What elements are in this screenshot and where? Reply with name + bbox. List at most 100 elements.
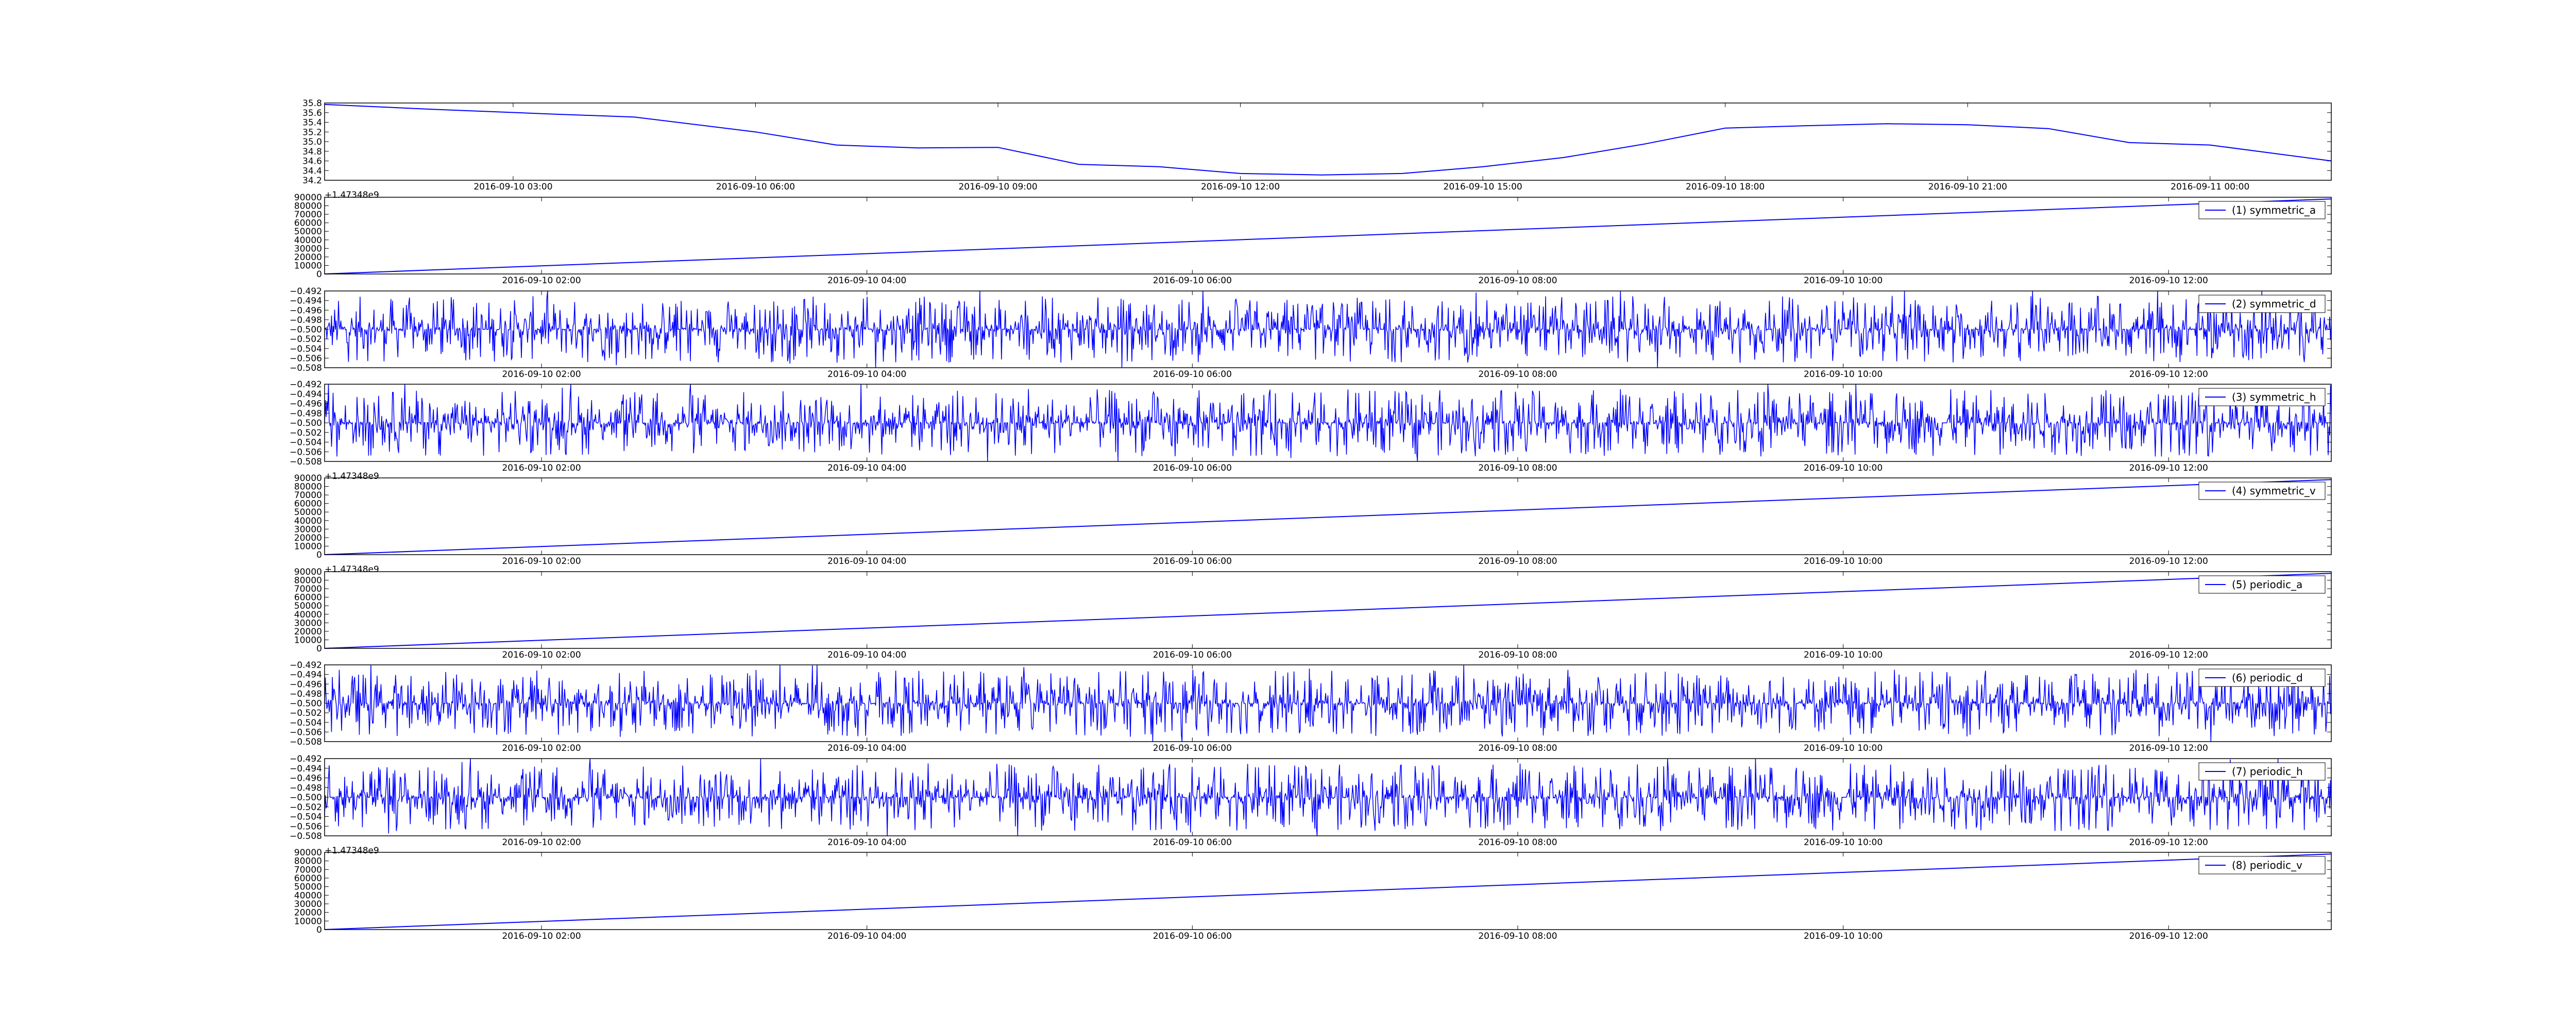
y-tick-label: −0.502 [290,708,322,718]
y-tick-label: −0.506 [290,727,322,737]
x-tick-label: 2016-09-10 12:00 [2129,743,2208,753]
y-tick-label: −0.494 [290,764,322,774]
x-tick-label: 2016-09-10 10:00 [1804,463,1883,473]
y-tick-label: 20000 [294,627,322,637]
x-tick-label: 2016-09-10 04:00 [827,463,906,473]
y-tick-label: 40000 [294,610,322,620]
x-tick-label: 2016-09-10 04:00 [827,369,906,380]
y-tick-label: −0.498 [290,689,322,699]
y-tick-label: −0.508 [290,737,322,747]
x-tick-label: 2016-09-10 12:00 [2129,837,2208,848]
x-tick-label: 2016-09-10 12:00 [2129,556,2208,566]
axes-frame [324,852,2332,930]
x-tick-label: 2016-09-10 08:00 [1478,463,1557,473]
x-tick-label: 2016-09-10 08:00 [1478,837,1557,848]
axes-frame [324,197,2332,274]
y-tick-label: 10000 [294,261,322,271]
series-line [324,573,2332,649]
y-tick-label: −0.500 [290,325,322,335]
subplot-4: −0.508−0.506−0.504−0.502−0.500−0.498−0.4… [290,380,2332,482]
y-tick-label: −0.506 [290,447,322,457]
y-tick-label: −0.494 [290,296,322,306]
y-tick-label: 90000 [294,848,322,858]
x-tick-label: 2016-09-10 04:00 [827,837,906,848]
y-tick-label: 80000 [294,856,322,867]
y-tick-label: 70000 [294,584,322,594]
x-tick-label: 2016-09-10 02:00 [502,463,581,473]
x-tick-label: 2016-09-10 08:00 [1478,743,1557,753]
y-tick-label: 50000 [294,882,322,892]
y-tick-label: 34.8 [302,147,322,157]
y-tick-label: −0.508 [290,457,322,467]
subplot-2: 0100002000030000400005000060000700008000… [294,193,2332,286]
y-tick-label: −0.492 [290,754,322,764]
y-tick-label: −0.496 [290,774,322,784]
y-tick-label: 35.4 [302,118,322,128]
subplot-7: −0.508−0.506−0.504−0.502−0.500−0.498−0.4… [290,660,2332,753]
y-tick-label: 35.2 [302,127,322,138]
y-tick-label: −0.502 [290,428,322,438]
legend-label: (3) symmetric_h [2232,391,2316,403]
legend-label: (4) symmetric_v [2232,485,2316,497]
x-tick-label: 2016-09-10 12:00 [2129,931,2208,941]
x-tick-label: 2016-09-10 15:00 [1444,182,1522,192]
subplot-9: 0100002000030000400005000060000700008000… [294,848,2332,941]
x-tick-label: 2016-09-10 06:00 [716,182,795,192]
y-tick-label: −0.496 [290,399,322,409]
x-tick-label: 2016-09-10 18:00 [1686,182,1765,192]
y-tick-label: −0.508 [290,363,322,373]
x-tick-label: 2016-09-10 02:00 [502,556,581,566]
x-tick-label: 2016-09-10 10:00 [1804,837,1883,848]
y-tick-label: 0 [316,644,322,654]
x-tick-label: 2016-09-10 04:00 [827,556,906,566]
y-tick-label: 30000 [294,618,322,628]
y-tick-label: −0.498 [290,783,322,793]
x-tick-label: 2016-09-10 04:00 [827,931,906,941]
x-tick-label: 2016-09-10 08:00 [1478,650,1557,660]
y-tick-label: 90000 [294,193,322,203]
y-tick-label: −0.504 [290,812,322,822]
y-tick-label: 70000 [294,865,322,875]
y-tick-label: 0 [316,269,322,280]
y-tick-label: 35.6 [302,108,322,118]
y-tick-label: 40000 [294,890,322,901]
series-line [324,104,2332,176]
y-tick-label: 10000 [294,916,322,926]
x-tick-label: 2016-09-10 10:00 [1804,276,1883,286]
y-tick-label: −0.502 [290,334,322,345]
offset-text: +1.47348e9 [325,846,379,856]
y-tick-label: 0 [316,925,322,935]
y-tick-label: 40000 [294,235,322,246]
y-tick-label: −0.506 [290,353,322,364]
legend-label: (8) periodic_v [2232,859,2302,871]
y-tick-label: −0.492 [290,660,322,671]
y-tick-label: −0.494 [290,389,322,400]
axes-frame [324,571,2332,649]
y-tick-label: 34.6 [302,157,322,167]
y-tick-label: 60000 [294,218,322,229]
y-tick-label: 10000 [294,541,322,552]
x-tick-label: 2016-09-10 08:00 [1478,276,1557,286]
y-tick-label: 70000 [294,210,322,220]
subplot-1: 34.234.434.634.835.035.235.435.635.8 2016… [302,98,2332,200]
y-tick-label: −0.496 [290,305,322,316]
x-tick-label: 2016-09-10 06:00 [1153,650,1232,660]
y-tick-label: −0.508 [290,831,322,842]
x-tick-label: 2016-09-10 02:00 [502,931,581,941]
series-line [324,664,2332,742]
x-tick-label: 2016-09-10 02:00 [502,837,581,848]
x-tick-label: 2016-09-10 06:00 [1153,369,1232,380]
subplot-6: 0100002000030000400005000060000700008000… [294,567,2332,660]
x-tick-label: 2016-09-10 08:00 [1478,931,1557,941]
y-tick-label: 30000 [294,899,322,909]
y-tick-label: 0 [316,550,322,560]
legend-label: (6) periodic_d [2232,672,2303,684]
y-tick-label: 80000 [294,576,322,586]
y-tick-label: 50000 [294,227,322,237]
y-tick-label: 35.8 [302,98,322,109]
legend-label: (5) periodic_a [2232,578,2302,591]
y-tick-label: 50000 [294,507,322,518]
x-tick-label: 2016-09-10 02:00 [502,276,581,286]
y-tick-label: −0.492 [290,286,322,297]
